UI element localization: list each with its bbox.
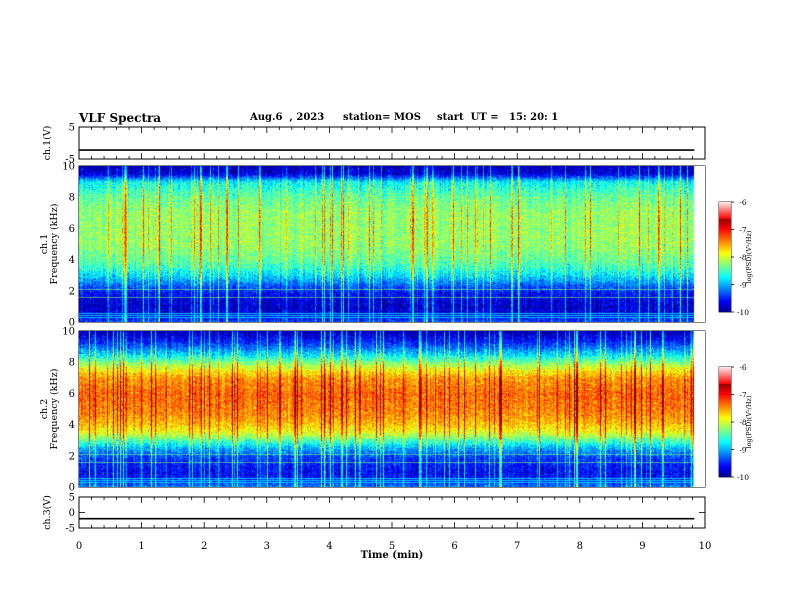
ch1-colorbar bbox=[719, 202, 731, 312]
ch1-spectrogram-colorbar-tick-label: -7 bbox=[739, 226, 747, 235]
ch1-spectrogram-colorbar-tick-label: -6 bbox=[739, 198, 747, 207]
ch2-spectrogram-colorbar-tick-label: -10 bbox=[737, 473, 749, 482]
ch1-spectrogram-colorbar-tick-label: -8 bbox=[739, 253, 747, 262]
x-tick-label: 7 bbox=[514, 541, 520, 552]
ch1-spectrogram-ytick-label: 0 bbox=[69, 318, 75, 329]
ch1-spectrogram-ytick-label: 8 bbox=[69, 193, 75, 204]
ch1-spectrogram-image bbox=[79, 166, 705, 322]
ch3-waveform-ytick-label: -5 bbox=[65, 524, 75, 535]
ch2-spectrogram-ytick-label: 8 bbox=[69, 358, 75, 369]
ch1-spectrogram-colorbar-tick-label: -9 bbox=[739, 281, 747, 290]
station-label: station= MOS bbox=[343, 112, 421, 123]
ch1-spectrogram-colorbar-tick-label: -10 bbox=[737, 308, 749, 317]
x-tick-label: 1 bbox=[138, 541, 144, 552]
ch2-spectrogram-ytick-label: 10 bbox=[62, 327, 75, 338]
ch2-spectrogram-image bbox=[79, 331, 705, 487]
start-time-label: start UT = 15: 20: 1 bbox=[437, 112, 559, 123]
ch2-spectrogram-colorbar-tick-label: -8 bbox=[739, 418, 747, 427]
x-tick-label: 4 bbox=[326, 541, 332, 552]
x-tick-label: 10 bbox=[699, 541, 712, 552]
ch2-colorbar bbox=[719, 367, 731, 477]
ch2-spectrogram-ytick-label: 2 bbox=[69, 451, 75, 462]
ch1-spectrogram-ylabel: Frequency (kHz) bbox=[49, 204, 60, 285]
ch2-spectrogram-ylabel: Frequency (kHz) bbox=[49, 369, 60, 450]
ch2-spectrogram-colorbar-tick-label: -7 bbox=[739, 391, 747, 400]
ch1-spectrogram-ytick-label: 2 bbox=[69, 286, 75, 297]
ch1-spectrogram-colorbar-label: log(PSD)(V²/Hz) bbox=[745, 230, 753, 283]
ch1-spectrogram-ytick-label: 6 bbox=[69, 224, 75, 235]
ch2-spectrogram-ytick-label: 6 bbox=[69, 389, 75, 400]
x-tick-label: 6 bbox=[451, 541, 457, 552]
ch1-spectrogram-ylabel: ch.1 bbox=[39, 234, 50, 255]
chart-title: VLF Spectra bbox=[79, 111, 162, 125]
ch1-spectrogram-ytick-label: 10 bbox=[62, 162, 75, 173]
x-tick-label: 2 bbox=[201, 541, 207, 552]
x-tick-label: 8 bbox=[577, 541, 583, 552]
ch2-spectrogram-ylabel: ch.2 bbox=[39, 399, 50, 420]
ch1-spectrogram-ytick-label: 4 bbox=[69, 255, 75, 266]
x-tick-label: 3 bbox=[264, 541, 270, 552]
x-tick-label: 9 bbox=[639, 541, 645, 552]
ch3-waveform-ytick-label: 0 bbox=[69, 508, 75, 519]
x-tick-label: 5 bbox=[389, 541, 395, 552]
ch2-spectrogram-colorbar-tick-label: -9 bbox=[739, 446, 747, 455]
ch1-waveform-ylabel: ch.1(V) bbox=[42, 126, 53, 161]
ch2-spectrogram-ytick-label: 0 bbox=[69, 483, 75, 494]
ch1-waveform-ytick-label: -5 bbox=[65, 155, 75, 166]
date-label: Aug.6 , 2023 bbox=[250, 112, 325, 123]
ch3-waveform-ytick-label: 5 bbox=[69, 493, 75, 504]
ch1-waveform-ytick-label: 5 bbox=[69, 123, 75, 134]
ch2-spectrogram-colorbar-tick-label: -6 bbox=[739, 363, 747, 372]
x-axis-label: Time (min) bbox=[361, 550, 424, 561]
ch3-waveform-ylabel: ch.3(V) bbox=[42, 495, 53, 530]
ch2-spectrogram-ytick-label: 4 bbox=[69, 420, 75, 431]
ch2-spectrogram-colorbar-label: log(PSD)(V²/Hz) bbox=[745, 395, 753, 448]
x-tick-label: 0 bbox=[76, 541, 82, 552]
